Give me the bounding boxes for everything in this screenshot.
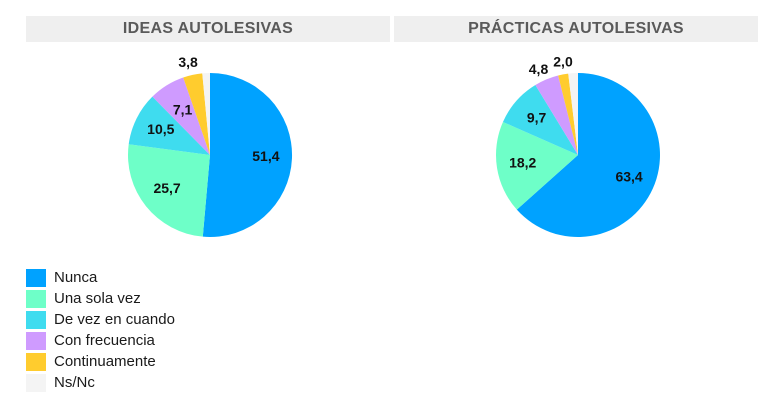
pie-slice-continuamente xyxy=(183,73,210,155)
data-label-una-sola-vez: 25,7 xyxy=(153,180,180,196)
pie-chart-practicas: 63,4 18,2 9,7 4,8 2,0 xyxy=(495,53,660,237)
data-label-continuamente: 2,0 xyxy=(553,53,573,69)
pie-chart-ideas: 51,4 25,7 10,5 7,1 3,8 xyxy=(127,54,293,237)
data-label-continuamente: 3,8 xyxy=(178,54,198,70)
pie-slice-de-vez-en-cuando xyxy=(502,84,578,155)
legend-swatch xyxy=(26,310,46,329)
data-label-con-frecuencia: 4,8 xyxy=(529,61,549,77)
legend-item-de-vez-en-cuando: De vez en cuando xyxy=(26,309,175,330)
legend-label: Nunca xyxy=(54,269,98,286)
pie-slice-nunca xyxy=(516,73,660,237)
chart-title-practicas: PRÁCTICAS AUTOLESIVAS xyxy=(394,16,758,42)
legend-item-con-frecuencia: Con frecuencia xyxy=(26,330,175,351)
data-label-de-vez-en-cuando: 10,5 xyxy=(147,121,174,137)
legend-label: Una sola vez xyxy=(54,290,141,307)
legend-label: Con frecuencia xyxy=(54,332,155,349)
legend-label: Continuamente xyxy=(54,353,156,370)
pie-slice-una-sola-vez xyxy=(495,121,578,210)
data-label-nunca: 51,4 xyxy=(252,148,279,164)
data-label-con-frecuencia: 7,1 xyxy=(173,102,193,118)
legend-item-una-sola-vez: Una sola vez xyxy=(26,288,175,309)
pie-slice-con-frecuencia xyxy=(152,77,210,155)
legend-item-continuamente: Continuamente xyxy=(26,351,175,372)
legend-label: De vez en cuando xyxy=(54,311,175,328)
pie-slice-nunca xyxy=(202,72,293,237)
legend-swatch xyxy=(26,373,46,392)
data-label-de-vez-en-cuando: 9,7 xyxy=(527,110,547,126)
legend-item-ns-nc: Ns/Nc xyxy=(26,372,175,393)
chart-title-ideas: IDEAS AUTOLESIVAS xyxy=(26,16,390,42)
pie-slice-continuamente xyxy=(558,73,578,155)
pie-slice-ns-nc xyxy=(568,72,578,155)
legend-swatch xyxy=(26,289,46,308)
data-label-nunca: 63,4 xyxy=(615,169,642,185)
legend-item-nunca: Nunca xyxy=(26,267,175,288)
pie-slice-ns-nc xyxy=(202,72,210,155)
pie-slice-de-vez-en-cuando xyxy=(128,96,210,155)
legend: Nunca Una sola vez De vez en cuando Con … xyxy=(26,267,175,393)
data-label-una-sola-vez: 18,2 xyxy=(509,155,536,171)
pie-slice-con-frecuencia xyxy=(535,75,578,155)
legend-label: Ns/Nc xyxy=(54,374,95,391)
pie-slice-una-sola-vez xyxy=(127,144,210,237)
legend-swatch xyxy=(26,352,46,371)
legend-swatch xyxy=(26,331,46,350)
legend-swatch xyxy=(26,268,46,287)
